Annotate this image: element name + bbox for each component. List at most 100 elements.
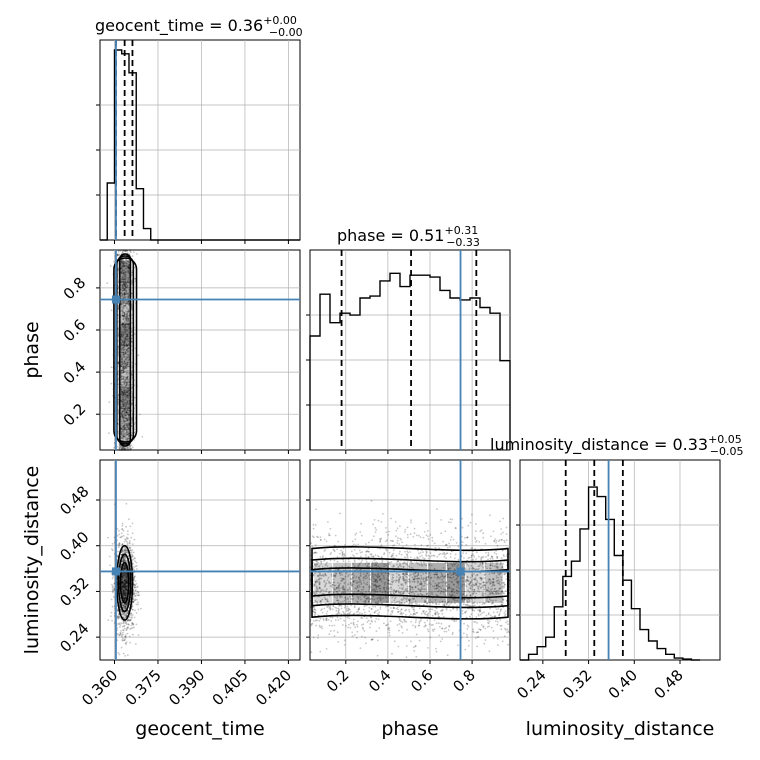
sample-point xyxy=(126,348,129,351)
sample-point xyxy=(124,576,127,578)
sample-point xyxy=(122,589,125,591)
sample-point xyxy=(441,638,444,640)
sample-point xyxy=(503,539,505,542)
sample-point xyxy=(122,367,125,370)
sample-point xyxy=(120,348,123,350)
sample-point xyxy=(125,391,128,393)
sample-point xyxy=(120,431,123,434)
sample-point xyxy=(405,645,408,647)
sample-point xyxy=(390,539,392,542)
sample-point xyxy=(121,287,123,289)
sample-point xyxy=(127,295,130,297)
sample-point xyxy=(126,432,129,435)
sample-point xyxy=(470,613,473,616)
sample-point xyxy=(348,617,351,620)
sample-point xyxy=(122,437,125,439)
sample-point xyxy=(126,409,129,412)
sample-point xyxy=(127,270,130,273)
sample-point xyxy=(123,573,126,576)
sample-point xyxy=(125,367,128,369)
sample-point xyxy=(129,540,131,542)
sample-point xyxy=(124,385,127,387)
sample-point xyxy=(130,281,133,283)
sample-point xyxy=(121,585,123,588)
sample-point xyxy=(120,375,123,378)
sample-point xyxy=(120,303,123,306)
sample-point xyxy=(360,616,363,619)
sample-point xyxy=(122,426,125,428)
sample-point xyxy=(124,339,127,342)
sample-point xyxy=(125,289,128,292)
sample-point xyxy=(120,259,123,262)
sample-point xyxy=(122,383,125,386)
sample-point xyxy=(122,366,124,369)
sample-point xyxy=(498,614,501,616)
sample-point xyxy=(117,345,120,348)
sample-point xyxy=(353,606,356,609)
sample-point xyxy=(127,267,130,270)
sample-point xyxy=(122,398,125,401)
sample-point xyxy=(127,359,130,362)
sample-point xyxy=(123,304,126,307)
sample-point xyxy=(126,437,129,440)
sample-point xyxy=(125,296,127,298)
sample-point xyxy=(117,617,119,620)
sample-point xyxy=(122,405,125,407)
sample-point xyxy=(134,557,136,560)
sample-point xyxy=(449,546,451,548)
sample-point xyxy=(122,370,125,373)
sample-point xyxy=(122,401,124,404)
sample-point xyxy=(134,560,136,563)
panel-luminosity_distance-luminosity_distance xyxy=(516,460,720,660)
sample-point xyxy=(124,591,127,593)
sample-point xyxy=(123,447,126,450)
sample-point xyxy=(477,613,480,615)
sample-point xyxy=(125,561,128,563)
sample-point xyxy=(467,557,470,559)
panel-frame-1-0 xyxy=(99,249,301,451)
sample-point xyxy=(316,637,319,639)
sample-point xyxy=(123,272,126,274)
sample-point xyxy=(118,616,120,618)
sample-point xyxy=(124,379,127,382)
sample-point xyxy=(122,315,124,318)
sample-point xyxy=(125,300,128,302)
sample-point xyxy=(127,340,129,343)
sample-point xyxy=(335,607,338,609)
sample-point xyxy=(134,586,137,589)
sample-point xyxy=(126,381,128,384)
sample-point xyxy=(121,525,124,527)
sample-point xyxy=(125,319,128,322)
sample-point xyxy=(125,426,127,429)
sample-point xyxy=(125,283,128,286)
sample-point xyxy=(390,517,392,520)
sample-point xyxy=(424,621,426,624)
sample-point xyxy=(124,594,127,597)
sample-point xyxy=(124,284,126,287)
sample-point xyxy=(125,282,128,284)
sample-point xyxy=(412,536,415,538)
sample-point xyxy=(127,378,129,381)
sample-point xyxy=(124,414,127,416)
sample-point xyxy=(122,265,125,267)
sample-point xyxy=(122,323,124,325)
sample-point xyxy=(449,609,452,612)
sample-point xyxy=(127,284,129,287)
sample-point xyxy=(125,576,128,579)
sample-point xyxy=(112,585,114,587)
sample-point xyxy=(123,412,125,415)
density-luminosity_distance-vs-geocent_time xyxy=(107,502,142,657)
sample-point xyxy=(124,438,127,441)
sample-point xyxy=(124,323,126,326)
sample-point xyxy=(125,586,127,589)
sample-point xyxy=(124,324,126,327)
sample-point xyxy=(379,608,382,610)
sample-point xyxy=(120,333,123,336)
sample-point xyxy=(125,540,128,543)
sample-point xyxy=(504,590,507,592)
sample-point xyxy=(125,318,128,321)
sample-point xyxy=(121,252,124,255)
sample-point xyxy=(126,402,128,405)
sample-point xyxy=(422,557,424,559)
sample-point xyxy=(496,544,499,547)
